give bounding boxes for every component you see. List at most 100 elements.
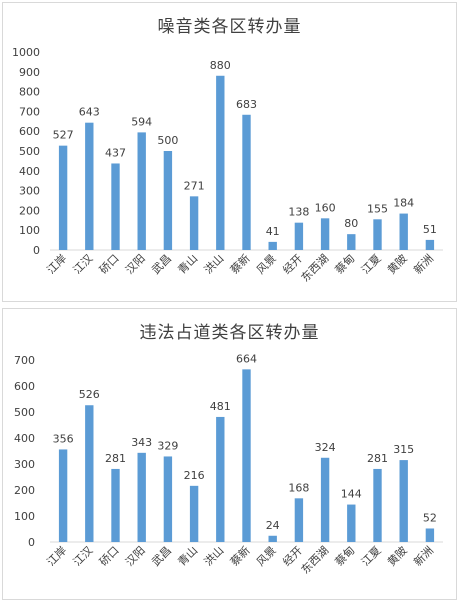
data-label: 160 [315, 201, 336, 214]
data-label: 324 [315, 441, 336, 454]
bar [268, 241, 277, 250]
data-label: 500 [157, 134, 178, 147]
bar [425, 528, 435, 542]
y-tick-label: 0 [28, 536, 35, 549]
y-tick-label: 1000 [12, 46, 40, 59]
category-label: 硚口 [97, 544, 122, 569]
road-occupation-chart-panel: 违法占道类各区转办量 0 100 200 300 400 500 600 700 356 江岸 52… [2, 308, 457, 600]
bar [58, 145, 68, 250]
y-tick-label: 800 [19, 86, 40, 99]
bar [85, 405, 94, 542]
y-tick-label: 100 [19, 224, 40, 237]
data-label: 664 [236, 352, 257, 365]
y-tick-label: 900 [19, 66, 40, 79]
data-label: 216 [184, 469, 205, 482]
category-label: 武昌 [149, 544, 174, 569]
bar [425, 239, 435, 250]
bar [347, 504, 356, 542]
bar [242, 369, 251, 542]
bar [320, 218, 330, 250]
category-label: 江汉 [71, 544, 96, 569]
data-label: 52 [423, 511, 437, 524]
category-label: 洪山 [201, 251, 226, 276]
category-label: 武昌 [149, 252, 174, 277]
category-label: 蔡甸 [333, 252, 358, 277]
data-label: 184 [393, 197, 414, 210]
bar [216, 75, 225, 250]
data-label: 315 [393, 443, 414, 456]
y-tick-label: 0 [33, 244, 40, 257]
category-label: 江岸 [44, 544, 69, 569]
y-tick-label: 500 [19, 145, 40, 158]
category-label: 新洲 [411, 543, 436, 568]
road-occupation-bar-chart: 0 100 200 300 400 500 600 700 356 江岸 526 江汉 281 硚口 343… [14, 352, 443, 577]
category-label: 蔡新 [227, 543, 252, 568]
data-label: 643 [79, 106, 100, 119]
bar [399, 460, 408, 542]
bar [320, 457, 330, 542]
data-label: 281 [105, 452, 126, 465]
category-label: 硚口 [97, 252, 122, 277]
y-tick-label: 500 [14, 406, 35, 419]
category-label: 东西湖 [299, 544, 332, 577]
category-label: 江夏 [359, 544, 384, 569]
chart-title: 违法占道类各区转办量 [139, 323, 320, 343]
data-label: 168 [288, 481, 309, 494]
y-tick-label: 200 [14, 484, 35, 497]
data-label: 880 [210, 59, 231, 72]
category-label: 新洲 [411, 251, 436, 276]
y-tick-label: 400 [19, 165, 40, 178]
bar [242, 114, 251, 251]
bar [111, 163, 120, 250]
y-tick-label: 700 [19, 105, 40, 118]
category-label: 青山 [175, 544, 200, 569]
category-label: 江岸 [44, 252, 69, 277]
bar [373, 219, 382, 250]
data-label: 271 [184, 179, 205, 192]
category-label: 洪山 [201, 543, 226, 568]
y-tick-label: 600 [14, 380, 35, 393]
category-label: 蔡甸 [333, 544, 358, 569]
bar [137, 452, 146, 542]
data-label: 683 [236, 98, 257, 111]
bar [373, 468, 382, 542]
category-label: 风景 [254, 544, 279, 569]
data-label: 329 [157, 439, 178, 452]
category-label: 黄陂 [384, 251, 409, 276]
data-label: 526 [79, 388, 100, 401]
bar [111, 468, 120, 542]
category-label: 东西湖 [299, 252, 332, 285]
bar [216, 416, 225, 542]
bar [163, 151, 173, 250]
data-label: 138 [288, 206, 309, 219]
category-label: 黄陂 [384, 543, 409, 568]
noise-chart-panel: 噪音类各区转办量 0 100 200 300 400 500 600 700 800 900 100… [2, 2, 457, 302]
category-label: 蔡新 [227, 251, 252, 276]
y-tick-label: 300 [19, 185, 40, 198]
data-label: 144 [341, 488, 362, 501]
data-label: 51 [423, 223, 437, 236]
category-label: 江汉 [71, 252, 96, 277]
category-label: 汉阳 [123, 252, 148, 277]
bar [189, 485, 199, 542]
y-tick-label: 700 [14, 354, 35, 367]
category-label: 风景 [254, 252, 279, 277]
data-label: 343 [131, 436, 152, 449]
category-label: 青山 [175, 252, 200, 277]
bar [85, 122, 94, 250]
bar [268, 535, 277, 542]
noise-bar-chart: 0 100 200 300 400 500 600 700 800 900 1000 527 江岸 643… [12, 46, 443, 285]
bar [347, 234, 356, 250]
y-tick-label: 600 [19, 125, 40, 138]
data-label: 594 [131, 115, 152, 128]
data-label: 80 [344, 217, 358, 230]
category-label: 江夏 [359, 252, 384, 277]
bar [294, 222, 304, 250]
y-tick-label: 300 [14, 458, 35, 471]
data-label: 281 [367, 452, 388, 465]
data-label: 41 [266, 225, 280, 238]
y-tick-label: 400 [14, 432, 35, 445]
bar [163, 456, 173, 542]
data-label: 356 [53, 432, 74, 445]
data-label: 155 [367, 202, 388, 215]
